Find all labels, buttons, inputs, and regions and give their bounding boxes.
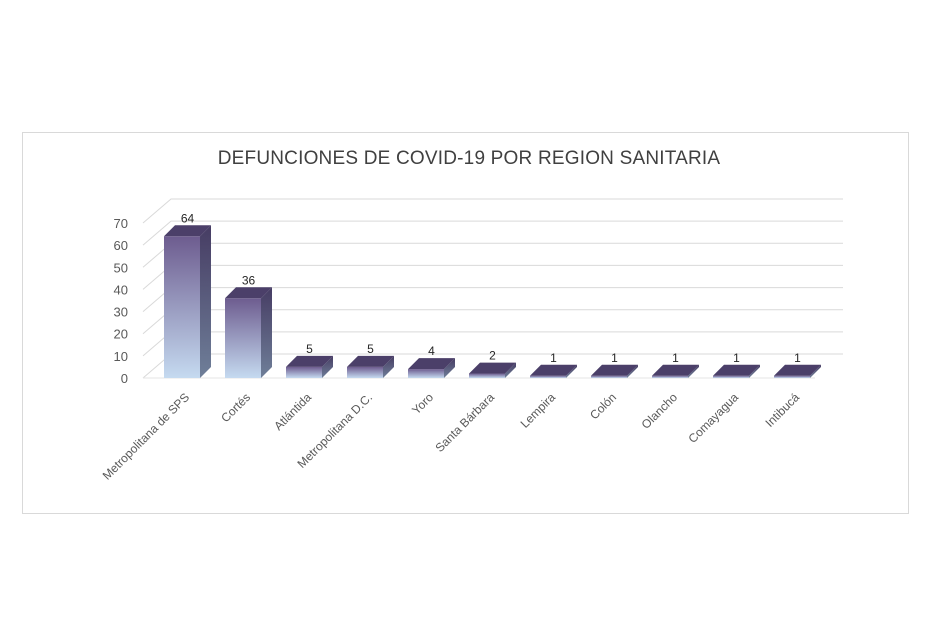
- bar-front: [408, 369, 444, 378]
- bar-top: [713, 364, 760, 376]
- data-label: 2: [489, 349, 496, 363]
- y-tick-label: 10: [114, 349, 128, 364]
- x-tick-label: Yoro: [409, 390, 436, 417]
- bar-side: [322, 355, 333, 378]
- bar: [652, 364, 699, 378]
- gridline: [142, 220, 843, 246]
- data-label: 1: [550, 351, 557, 365]
- x-tick-label: Atlántida: [271, 390, 314, 433]
- bar-side: [505, 362, 516, 378]
- bar-side: [444, 358, 455, 378]
- data-label: 36: [242, 273, 256, 287]
- bar-front: [225, 298, 261, 378]
- x-tick-label: Intibucá: [763, 390, 803, 430]
- bar-top: [591, 364, 638, 376]
- y-tick-label: 60: [114, 238, 128, 253]
- bar: [286, 355, 333, 378]
- x-tick-label: Olancho: [639, 390, 681, 432]
- bar-top: [774, 364, 821, 376]
- bar-side: [749, 364, 760, 378]
- bar: [164, 225, 211, 378]
- bar-side: [200, 225, 211, 378]
- data-label: 1: [611, 351, 618, 365]
- bar-side: [261, 287, 272, 378]
- x-tick-label: Colón: [587, 390, 619, 422]
- bar-front: [652, 375, 688, 378]
- gridline: [142, 198, 843, 224]
- bar: [347, 355, 394, 378]
- bar-top: [286, 355, 333, 367]
- bar-top: [164, 225, 211, 237]
- bar-side: [627, 364, 638, 378]
- bar: [225, 287, 272, 378]
- y-tick-label: 0: [121, 371, 128, 386]
- bar-front: [713, 375, 749, 378]
- data-label: 1: [794, 351, 801, 365]
- bar-top: [530, 364, 577, 376]
- y-tick-label: 30: [114, 305, 128, 320]
- data-label: 5: [367, 342, 374, 356]
- bar-front: [164, 236, 200, 378]
- bars: 64 36 5 5 4 2 1 1 1 1 1: [164, 211, 821, 378]
- y-axis: 0 10 20 30 40 50 60 70: [114, 216, 128, 386]
- x-axis: Metropolitana de SPS Cortés AtlántidaMetro…: [100, 390, 803, 483]
- x-tick-label: Lempira: [518, 390, 559, 431]
- bar-top: [225, 287, 272, 299]
- data-label: 4: [428, 344, 435, 358]
- bar-front: [530, 375, 566, 378]
- bar-front: [591, 375, 627, 378]
- data-label: 5: [306, 342, 313, 356]
- y-tick-label: 40: [114, 282, 128, 297]
- data-label: 1: [672, 351, 679, 365]
- chart-title: DEFUNCIONES DE COVID-19 POR REGION SANIT…: [217, 148, 721, 169]
- bar: [408, 358, 455, 378]
- bar-side: [810, 364, 821, 378]
- bar-front: [774, 375, 810, 378]
- y-tick-label: 20: [114, 327, 128, 342]
- bar: [469, 362, 516, 378]
- bar-top: [469, 362, 516, 374]
- gridline: [142, 242, 843, 268]
- bar: [774, 364, 821, 378]
- bar-side: [688, 364, 699, 378]
- data-label: 64: [181, 211, 195, 225]
- bar: [713, 364, 760, 378]
- x-tick-label: Comayagua: [685, 390, 741, 446]
- bar-front: [347, 366, 383, 378]
- y-tick-label: 70: [114, 216, 128, 231]
- bar-top: [408, 358, 455, 370]
- bar-top: [347, 355, 394, 367]
- bar-front: [286, 366, 322, 378]
- bar-top: [652, 364, 699, 376]
- bar-front: [469, 373, 505, 378]
- bar-side: [566, 364, 577, 378]
- x-tick-label: Metropolitana de SPS: [100, 390, 192, 482]
- x-tick-label: Santa Bárbara: [432, 390, 497, 455]
- x-tick-label: Cortés: [218, 390, 253, 425]
- bar-side: [383, 355, 394, 378]
- data-label: 1: [733, 351, 740, 365]
- bar: [530, 364, 577, 378]
- y-tick-label: 50: [114, 260, 128, 275]
- bar: [591, 364, 638, 378]
